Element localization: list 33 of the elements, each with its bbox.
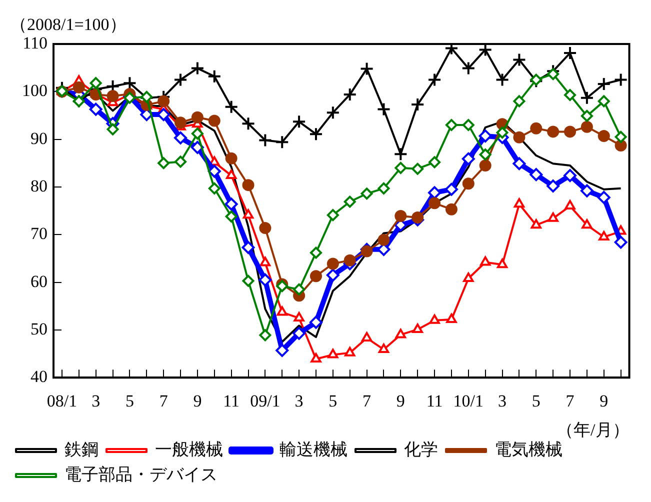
x-tick-label: 7 [362,391,372,410]
x-tick-label: 9 [600,391,608,410]
x-tick-label: 9 [396,391,405,410]
x-tick-label: 5 [532,391,540,410]
legend-label: 電気機械 [494,440,562,459]
x-tick-label: 10/1 [453,391,484,410]
x-tick-label: 08/1 [46,391,78,410]
y-tick-label: 60 [30,272,48,291]
legend-label: 化学 [404,440,438,459]
x-axis-title: （年/月） [556,420,630,440]
legend-label: 電子部品・デバイス [64,464,218,484]
x-tick-label: 7 [159,391,168,410]
y-tick-label: 70 [30,224,48,244]
x-tick-label: 3 [294,391,304,410]
x-tick-label: 5 [328,391,338,410]
y-axis-title: （2008/1=100） [10,14,126,34]
y-tick-label: 80 [30,176,48,196]
y-tick-label: 40 [30,367,48,386]
legend-label: 一般機械 [155,440,223,459]
y-tick-label: 110 [22,33,48,52]
x-tick-label: 11 [223,391,240,410]
y-tick-label: 90 [30,128,48,148]
legend-label: 鉄鋼 [64,440,98,459]
legend-label: 輸送機械 [280,440,348,459]
x-tick-label: 3 [498,391,507,410]
x-tick-label: 5 [125,391,134,410]
y-tick-label: 100 [22,81,48,100]
x-tick-label: 3 [92,391,100,410]
x-tick-label: 7 [566,391,575,410]
y-tick-label: 50 [30,319,48,338]
x-tick-label: 9 [193,391,202,410]
x-tick-label: 09/1 [250,391,280,410]
x-tick-label: 11 [426,391,443,410]
